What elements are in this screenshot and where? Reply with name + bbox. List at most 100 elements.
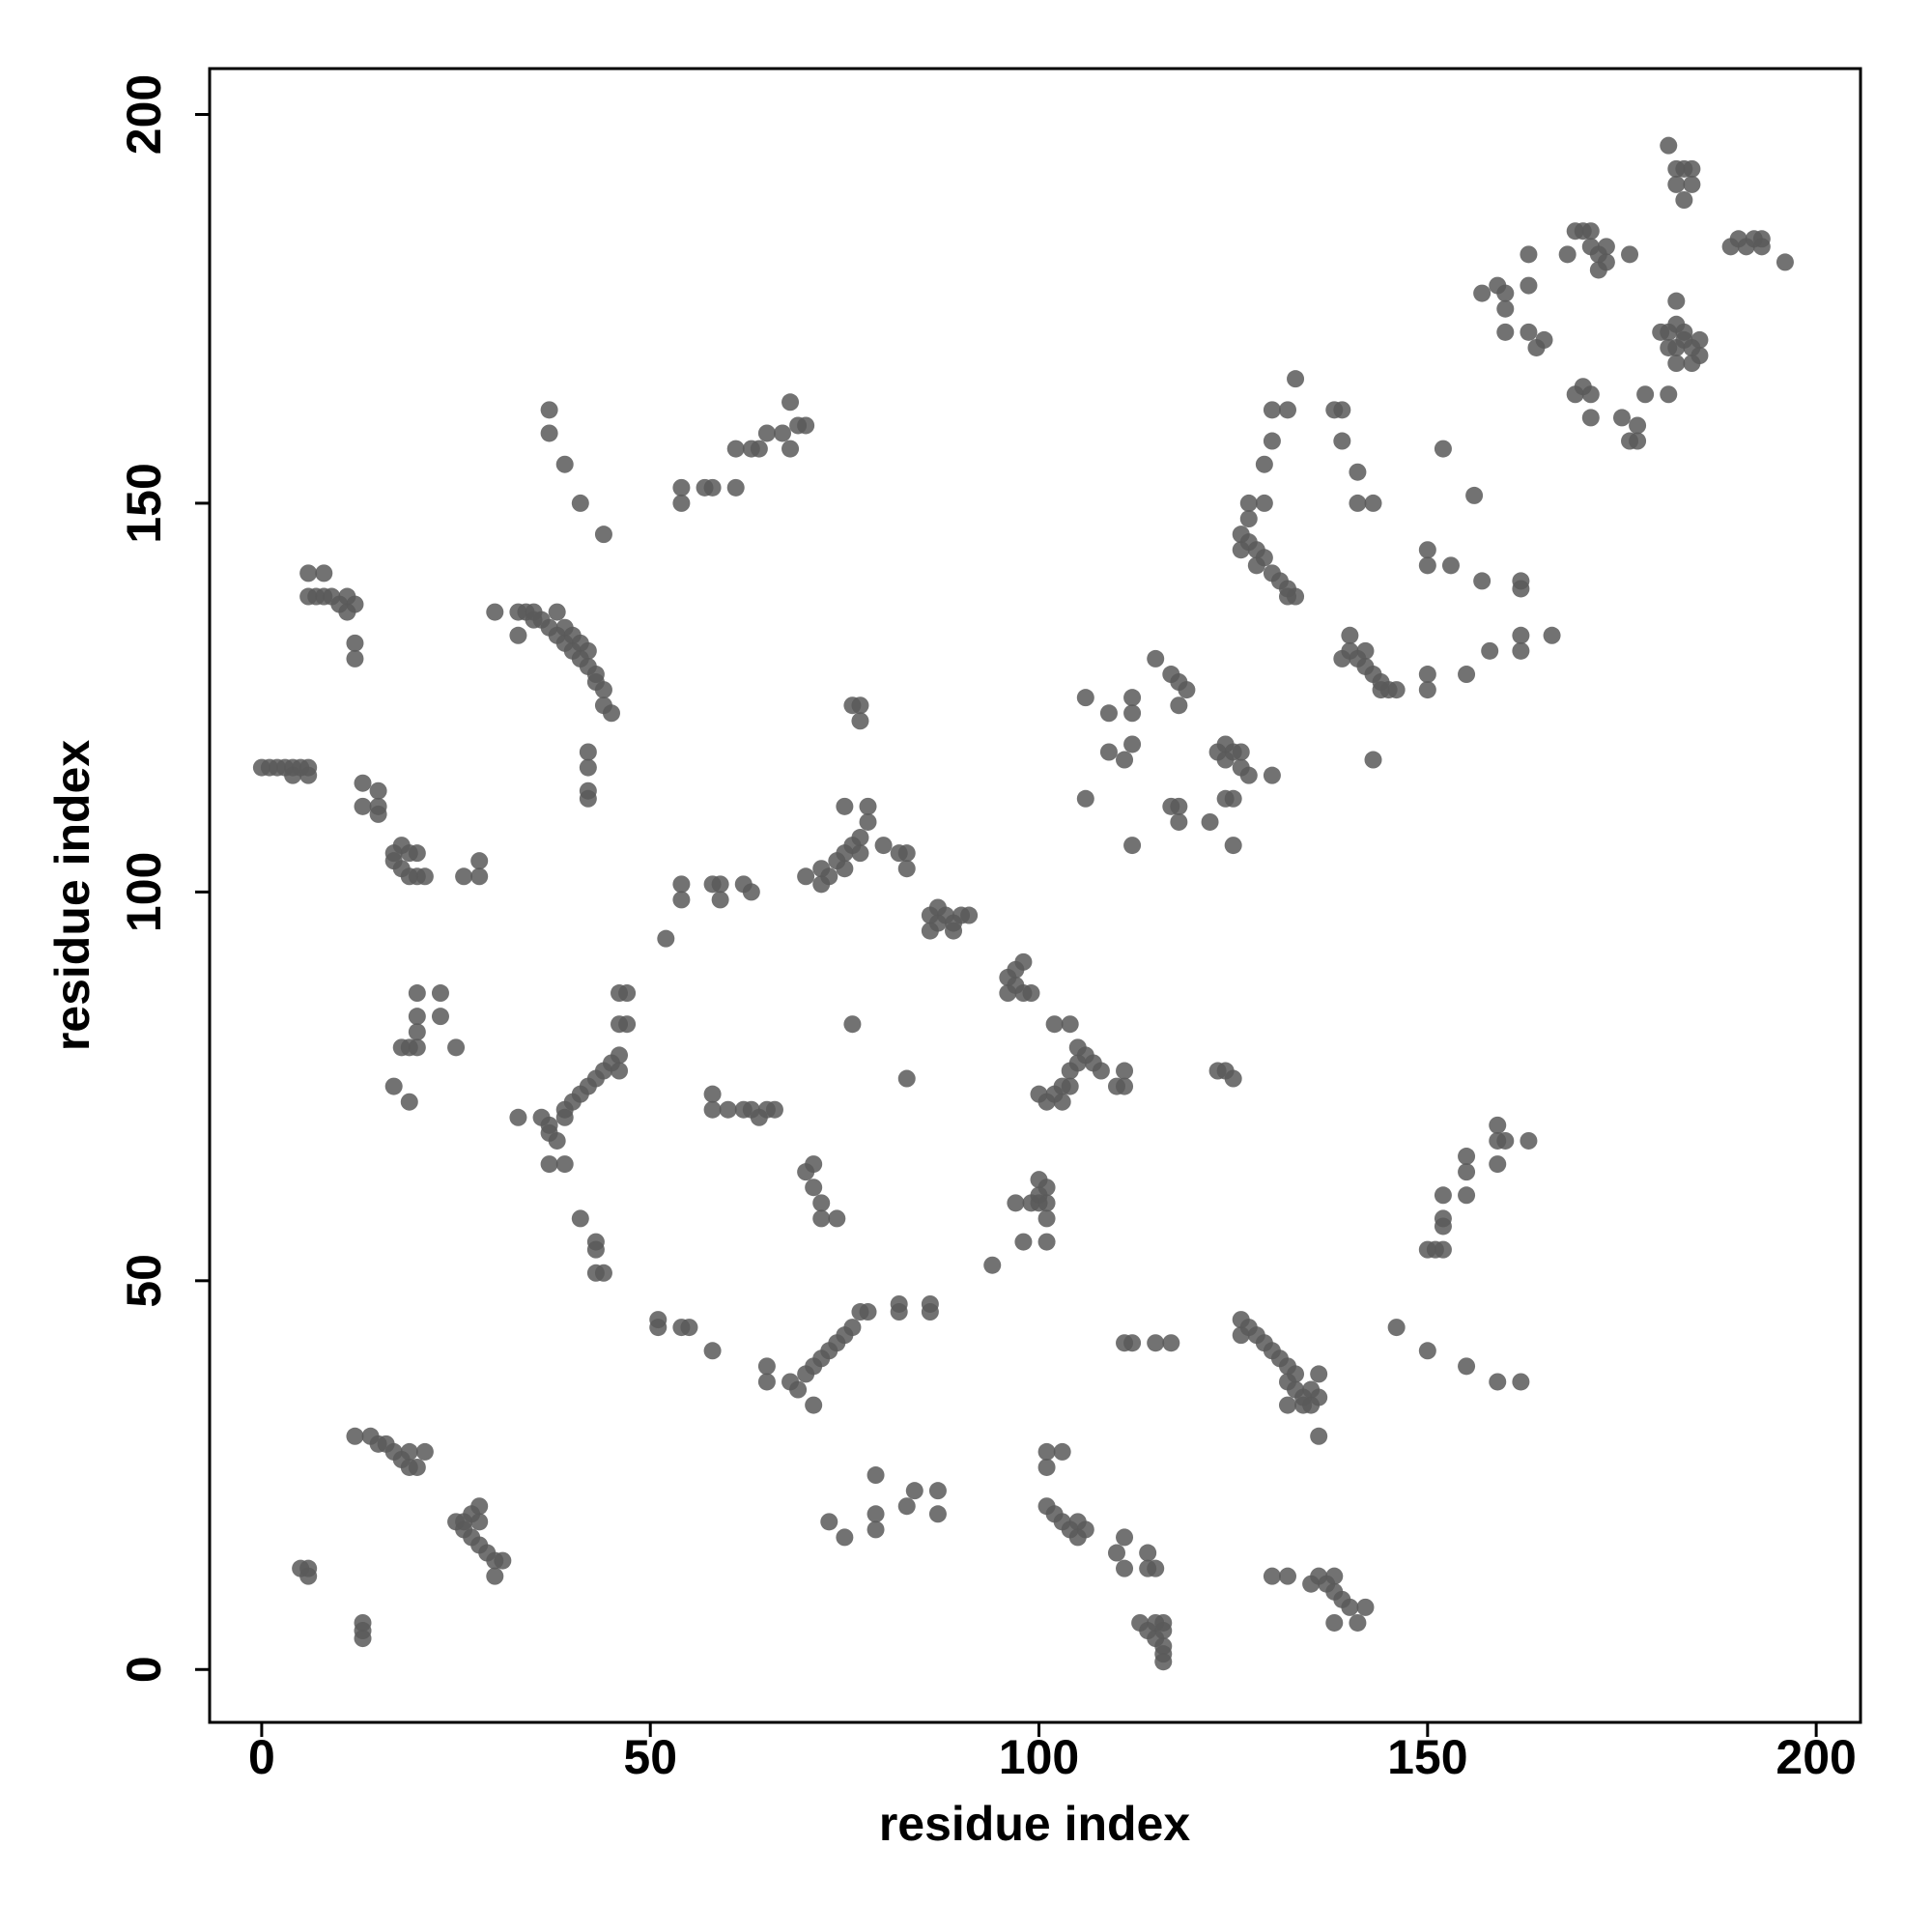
point [1232,743,1250,761]
point [1123,1334,1142,1352]
point [1418,681,1436,699]
point [1356,1598,1375,1616]
point [851,712,869,730]
point [820,867,838,886]
point [983,1256,1002,1274]
point [812,1194,831,1212]
point [1154,1622,1173,1640]
point [548,1131,566,1150]
point [1612,409,1631,427]
point [1349,463,1367,481]
point [742,883,760,901]
point [781,440,800,458]
point [579,641,597,660]
point [611,1062,629,1080]
x-tick-label: 50 [623,1730,677,1784]
point [843,1015,862,1034]
point [509,1108,527,1126]
point [859,797,877,815]
point [579,743,597,761]
point [711,891,729,909]
point [1224,837,1242,855]
point [1107,1544,1125,1562]
point [1278,401,1296,419]
point [1520,276,1538,295]
point [494,1551,512,1570]
point [757,1373,776,1391]
point [1675,191,1693,210]
point [726,478,745,497]
point [1076,689,1094,707]
x-tick-label: 200 [1776,1730,1856,1784]
point [1037,1194,1056,1212]
point [1434,1186,1452,1205]
point [470,1497,489,1516]
point [719,1100,737,1119]
point [1581,385,1600,404]
point [470,867,489,886]
x-tick-label: 0 [248,1730,275,1784]
point [1543,626,1561,644]
y-tick-label: 50 [117,1254,171,1308]
point [1489,1116,1507,1134]
point [431,984,449,1003]
point [1473,284,1492,302]
point [703,1085,722,1103]
point [415,1442,434,1461]
point [1224,789,1242,808]
point [1263,401,1281,419]
point [299,766,318,784]
point [851,829,869,847]
point [1512,572,1530,590]
point [757,1357,776,1376]
point [1116,1528,1134,1547]
point [1278,1396,1296,1414]
point [415,867,434,886]
point [1263,432,1281,450]
point [1045,1015,1064,1034]
point [579,758,597,777]
point [765,1100,783,1119]
point [540,424,558,442]
point [1287,587,1305,606]
point [540,401,558,419]
point [1076,789,1094,808]
point [408,1008,426,1026]
point [1597,238,1615,256]
point [1418,541,1436,559]
point [805,1179,823,1197]
point [1116,1559,1134,1577]
point [711,875,729,894]
point [867,1505,885,1523]
point [1458,1357,1476,1376]
point [1481,641,1499,660]
point [1535,330,1553,349]
point [672,494,691,512]
plot-frame [208,67,1862,1724]
point [540,1155,558,1174]
points-layer [252,136,1794,1671]
point [1776,253,1794,271]
point [1387,1319,1406,1337]
point [703,478,722,497]
point [354,1630,372,1648]
point [1349,1613,1367,1632]
point [1752,230,1771,248]
point [1597,253,1615,271]
point [1512,626,1530,644]
point [1116,751,1134,769]
point [1333,432,1351,450]
y-tick-label: 100 [117,852,171,932]
point [1170,812,1188,831]
point [1660,385,1678,404]
point [400,1093,418,1111]
point [1239,494,1258,512]
point [774,424,792,442]
point [851,696,869,715]
point [1434,1209,1452,1228]
point [1581,222,1600,241]
point [1123,735,1142,753]
point [928,1482,947,1500]
point [1418,556,1436,575]
point [315,564,333,582]
